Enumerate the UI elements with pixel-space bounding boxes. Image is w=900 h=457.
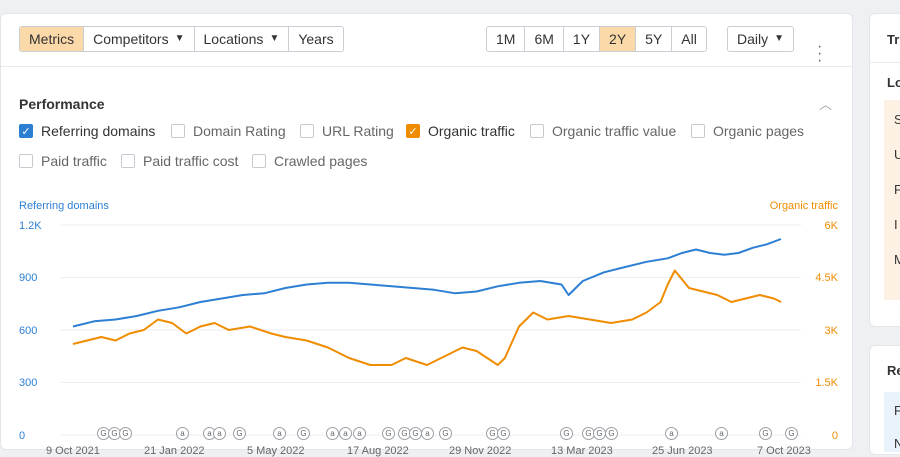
annotation-icon[interactable]: a: [273, 427, 286, 440]
checkbox-organic-pages[interactable]: Organic pages: [691, 123, 804, 139]
google-update-icon[interactable]: G: [759, 427, 772, 440]
checkbox-domain-rating[interactable]: Domain Rating: [171, 123, 286, 139]
right-panel-bottom-title: Re: [887, 363, 900, 378]
google-update-icon[interactable]: G: [560, 427, 573, 440]
annotation-icon[interactable]: a: [339, 427, 352, 440]
annotation-icon[interactable]: a: [665, 427, 678, 440]
x-tick-label: 21 Jan 2022: [144, 445, 205, 457]
x-tick-label: 13 Mar 2023: [551, 445, 613, 457]
x-tick-label: 25 Jun 2023: [652, 445, 713, 457]
x-tick-label: 5 May 2022: [247, 445, 305, 457]
more-options-icon[interactable]: · · ·: [817, 38, 823, 69]
x-tick-label: 9 Oct 2021: [46, 445, 100, 457]
annotation-icon[interactable]: a: [213, 427, 226, 440]
divider: [1, 66, 852, 67]
right-panel-table: [884, 100, 900, 300]
range-1y[interactable]: 1Y: [564, 27, 601, 51]
range-all[interactable]: All: [681, 31, 697, 47]
range-6m[interactable]: 6M: [525, 27, 564, 51]
x-tick-label: 29 Nov 2022: [449, 445, 512, 457]
organic-traffic-line: [72, 269, 782, 366]
checkbox-checked-icon: ✓: [406, 124, 420, 138]
left-tick: 1.2K: [19, 220, 42, 232]
annotation-icon[interactable]: a: [715, 427, 728, 440]
checkbox-empty-icon: [252, 154, 266, 168]
google-update-icon[interactable]: G: [297, 427, 310, 440]
checkbox-paid-traffic[interactable]: Paid traffic: [19, 153, 107, 169]
x-tick-label: 7 Oct 2023: [757, 445, 811, 457]
performance-card: Metrics Competitors ▼ Locations ▼ Years 1M…: [0, 13, 853, 457]
range-1m[interactable]: 1M: [487, 27, 526, 51]
checkbox-empty-icon: [19, 154, 33, 168]
checkbox-checked-icon: ✓: [19, 124, 33, 138]
divider: [870, 62, 900, 63]
range-2y[interactable]: 2Y: [600, 27, 637, 51]
google-update-icon[interactable]: G: [439, 427, 452, 440]
caret-down-icon: ▼: [174, 33, 185, 44]
left-tick: 0: [19, 430, 26, 442]
right-tick: 1.5K: [815, 377, 838, 389]
checkbox-empty-icon: [691, 124, 705, 138]
section-title: Performance: [19, 96, 105, 112]
checkbox-empty-icon: [300, 124, 314, 138]
right-panel-row[interactable]: S: [894, 112, 900, 127]
checkbox-crawled-pages[interactable]: Crawled pages: [252, 153, 367, 169]
tab-years[interactable]: Years: [298, 31, 334, 47]
checkbox-empty-icon: [171, 124, 185, 138]
interval-button[interactable]: Daily ▼: [728, 27, 793, 51]
google-update-icon[interactable]: G: [119, 427, 132, 440]
right-panel-title: Tr: [887, 32, 900, 47]
performance-chart[interactable]: [61, 211, 801, 451]
checkbox-paid-traffic-cost[interactable]: Paid traffic cost: [121, 153, 238, 169]
left-axis-title: Referring domains: [19, 200, 109, 212]
google-update-icon[interactable]: G: [233, 427, 246, 440]
right-axis-title: Organic traffic: [769, 200, 838, 212]
right-panel: Tr Lo S U F I M: [869, 13, 900, 327]
right-tick: 0: [831, 430, 838, 442]
x-tick-label: 17 Aug 2022: [347, 445, 409, 457]
google-update-icon[interactable]: G: [605, 427, 618, 440]
checkbox-referring-domains[interactable]: ✓ Referring domains: [19, 123, 155, 139]
right-panel-bottom-row[interactable]: N: [894, 436, 900, 451]
left-tick: 300: [19, 377, 38, 389]
right-panel-section: Lo: [887, 75, 900, 90]
right-panel-row[interactable]: I: [894, 217, 898, 232]
tab-locations[interactable]: Locations ▼: [195, 27, 290, 51]
metrics-tabs: Metrics Competitors ▼ Locations ▼ Years: [19, 26, 344, 52]
right-panel-row[interactable]: U: [894, 147, 900, 162]
right-panel-bottom: Re F N: [869, 345, 900, 455]
right-tick: 4.5K: [815, 272, 838, 284]
right-tick: 3K: [824, 325, 838, 337]
annotation-icon[interactable]: a: [353, 427, 366, 440]
chevron-up-icon[interactable]: ︿: [819, 97, 833, 112]
annotation-icon[interactable]: a: [326, 427, 339, 440]
range-5y[interactable]: 5Y: [636, 27, 673, 51]
caret-down-icon: ▼: [269, 33, 280, 44]
interval-dropdown[interactable]: Daily ▼: [727, 26, 795, 52]
left-tick: 600: [19, 325, 38, 337]
referring-domains-line: [72, 238, 782, 328]
right-panel-bottom-table: [884, 392, 900, 452]
right-panel-row[interactable]: M: [894, 252, 900, 267]
checkbox-url-rating[interactable]: URL Rating: [300, 123, 394, 139]
annotation-icon[interactable]: a: [176, 427, 189, 440]
range-selector: 1M 6M 1Y 2Y 5Y All: [486, 26, 707, 52]
annotation-icon[interactable]: a: [421, 427, 434, 440]
caret-down-icon: ▼: [774, 33, 785, 44]
checkbox-organic-traffic-value[interactable]: Organic traffic value: [530, 123, 676, 139]
google-update-icon[interactable]: G: [497, 427, 510, 440]
right-panel-row[interactable]: F: [894, 182, 900, 197]
right-panel-bottom-row[interactable]: F: [894, 403, 900, 418]
tab-metrics[interactable]: Metrics: [20, 27, 85, 51]
google-update-icon[interactable]: G: [382, 427, 395, 440]
google-update-icon[interactable]: G: [97, 427, 110, 440]
tab-competitors[interactable]: Competitors ▼: [84, 27, 195, 51]
checkbox-empty-icon: [530, 124, 544, 138]
google-update-icon[interactable]: G: [785, 427, 798, 440]
checkbox-empty-icon: [121, 154, 135, 168]
checkbox-organic-traffic[interactable]: ✓ Organic traffic: [406, 123, 515, 139]
right-tick: 6K: [824, 220, 838, 232]
left-tick: 900: [19, 272, 38, 284]
